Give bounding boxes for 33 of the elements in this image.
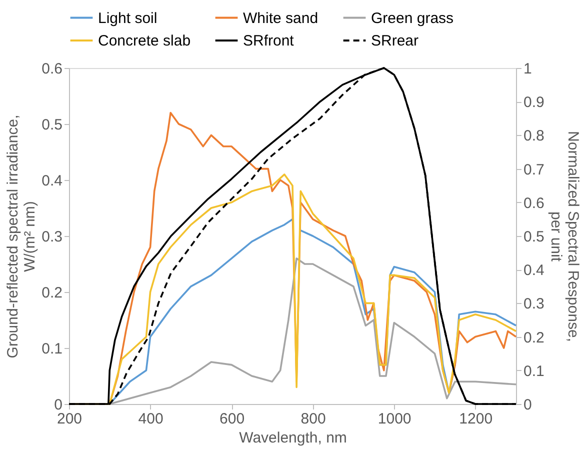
y-tick-label: 0.2 <box>42 284 62 302</box>
y-tick-label: 0.4 <box>42 172 62 190</box>
legend-label: Light soil <box>98 10 158 27</box>
y2-tick-label: 0.2 <box>524 329 544 346</box>
y2-tick-label: 0.3 <box>524 296 544 313</box>
y-tick-label: 0.1 <box>42 340 62 358</box>
y-tick-label: 0.6 <box>42 60 62 78</box>
legend-label: SRfront <box>243 32 295 50</box>
y2-tick-label: 0.1 <box>524 362 544 380</box>
x-tick-label: 1200 <box>459 410 493 428</box>
legend-label: SRrear <box>371 32 419 50</box>
x-tick-label: 400 <box>138 410 164 428</box>
x-tick-label: 800 <box>300 410 326 428</box>
legend-label: White sand <box>243 10 318 27</box>
y-tick-label: 0.3 <box>42 228 62 246</box>
x-tick-label: 1000 <box>378 410 412 428</box>
legend-label: Green grass <box>371 10 454 27</box>
y2-axis-title: Normalized Spectral Response, per unit <box>547 131 582 342</box>
y-axis-title: Ground-reflected spectral irradiance, W/(m² nm) <box>4 114 39 358</box>
x-tick-label: 200 <box>56 410 82 428</box>
y-tick-label: 0 <box>54 396 62 414</box>
legend-label: Concrete slab <box>98 32 191 50</box>
x-axis-title: Wavelength, nm <box>239 430 347 446</box>
y2-tick-label: 1 <box>524 60 532 78</box>
y2-tick-label: 0 <box>524 396 532 414</box>
y2-tick-label: 0.4 <box>524 262 544 280</box>
y-tick-label: 0.5 <box>42 116 62 134</box>
x-tick-label: 600 <box>220 410 245 428</box>
y2-tick-label: 0.5 <box>524 228 544 246</box>
y2-tick-label: 0.8 <box>524 128 544 145</box>
y2-tick-label: 0.9 <box>524 94 544 112</box>
y2-tick-label: 0.7 <box>524 161 544 178</box>
y2-tick-label: 0.6 <box>524 194 544 212</box>
